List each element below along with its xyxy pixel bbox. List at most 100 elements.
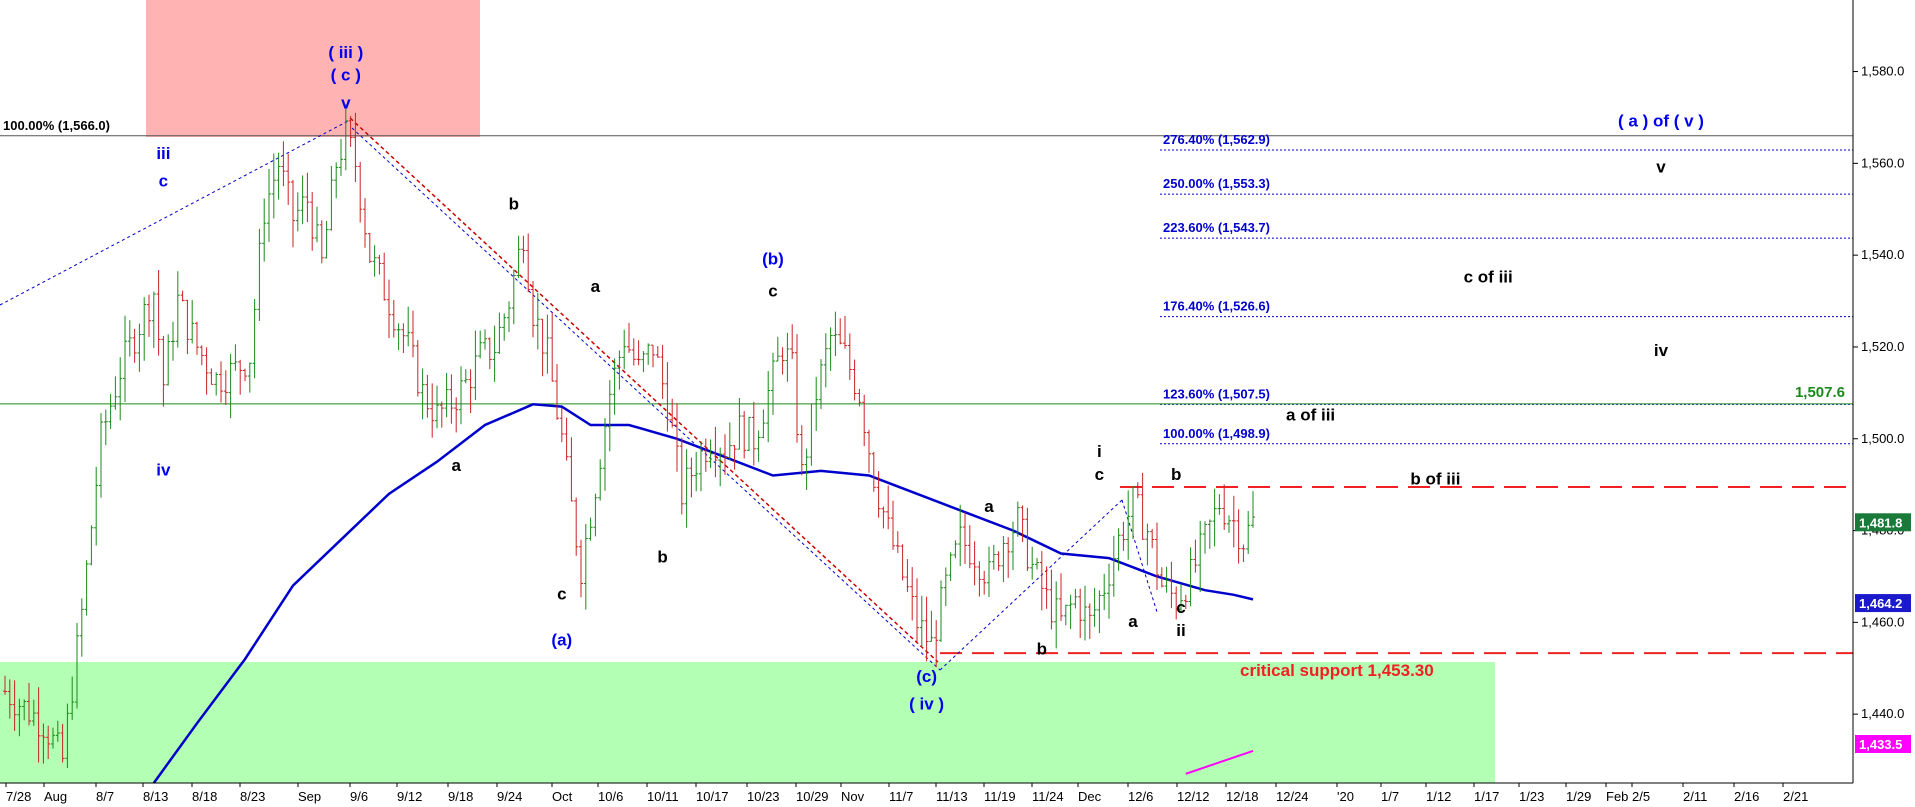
- wave-label: a: [1128, 612, 1138, 631]
- fib-level-label: 276.40% (1,562.9): [1163, 132, 1270, 147]
- fib-level-label: 223.60% (1,543.7): [1163, 220, 1270, 235]
- x-tick-label: 9/24: [497, 789, 522, 804]
- x-tick-label: Nov: [841, 789, 865, 804]
- wave-label: ( a ) of ( v ): [1618, 112, 1704, 131]
- wave-label: b of iii: [1410, 470, 1460, 489]
- x-tick-label: 8/7: [96, 789, 114, 804]
- red-dashed-trendline: [349, 117, 939, 663]
- fib-level-label: 100.00% (1,498.9): [1163, 426, 1270, 441]
- x-tick-label: 10/29: [796, 789, 829, 804]
- x-tick-label: 10/17: [696, 789, 729, 804]
- price-tag-label: 1,464.2: [1859, 596, 1902, 611]
- x-tick-label: Feb: [1606, 789, 1628, 804]
- wave-label: ( iii ): [328, 43, 363, 62]
- x-tick-label: 10/11: [647, 789, 679, 804]
- x-tick-label: 11/19: [984, 789, 1016, 804]
- wave-label: b: [657, 548, 667, 567]
- x-tick-label: 10/6: [598, 789, 623, 804]
- x-tick-label: 12/6: [1128, 789, 1153, 804]
- wave-label: b: [1171, 465, 1181, 484]
- wave-label: (c): [916, 667, 937, 686]
- wave-label: b: [1037, 639, 1047, 658]
- wave-label: (b): [762, 249, 784, 268]
- wave-label: v: [1656, 158, 1666, 177]
- wave-label: ii: [1176, 621, 1185, 640]
- green-support-zone: [0, 662, 1495, 783]
- x-tick-label: 2/11: [1683, 789, 1707, 804]
- wave-label: c: [159, 171, 168, 190]
- y-tick-label: 1,580.0: [1861, 64, 1904, 79]
- x-tick-label: 12/18: [1226, 789, 1259, 804]
- x-tick-label: 10/23: [747, 789, 780, 804]
- price-tag-label: 1,481.8: [1859, 515, 1902, 530]
- wave-label: ( iv ): [909, 695, 944, 714]
- y-tick-label: 1,560.0: [1861, 155, 1904, 170]
- wave-label: b: [509, 194, 519, 213]
- price-tags: 1,481.8 1,464.2 1,433.5: [1855, 513, 1911, 753]
- x-tick-label: 11/13: [936, 789, 968, 804]
- y-tick-label: 1,500.0: [1861, 431, 1904, 446]
- x-tick-label: 9/12: [397, 789, 422, 804]
- wave-label: a: [591, 277, 601, 296]
- x-tick-label: 1/29: [1566, 789, 1591, 804]
- x-tick-label: 8/18: [192, 789, 217, 804]
- price-tag-label: 1,433.5: [1859, 737, 1902, 752]
- wave-label: (a): [551, 630, 572, 649]
- x-tick-label: 8/23: [240, 789, 265, 804]
- x-tick-label: 11/24: [1032, 789, 1064, 804]
- wave-label: iv: [1654, 341, 1669, 360]
- magenta-indicator-line: [1185, 749, 1254, 775]
- fib-level-label: 176.40% (1,526.6): [1163, 299, 1270, 314]
- wave-label: a: [984, 497, 994, 516]
- x-tick-label: 12/24: [1276, 789, 1309, 804]
- x-tick-label: Aug: [44, 789, 67, 804]
- price-tag-box: [1855, 513, 1911, 532]
- x-tick-label: 2/21: [1783, 789, 1808, 804]
- wave-label: ( c ): [331, 66, 361, 85]
- wave-label: c: [1176, 598, 1185, 617]
- wave-label: v: [341, 93, 351, 112]
- x-tick-label: Dec: [1078, 789, 1102, 804]
- blue-dashed-channel: [351, 127, 941, 671]
- x-tick-label: 1/7: [1381, 789, 1399, 804]
- x-tick-label: 12/12: [1177, 789, 1210, 804]
- x-tick-label: 8/13: [143, 789, 168, 804]
- top-level-label: 100.00% (1,566.0): [3, 118, 110, 133]
- y-tick-label: 1,540.0: [1861, 247, 1904, 262]
- critical-support-label: critical support 1,453.30: [1240, 661, 1434, 680]
- x-tick-label: 7/28: [6, 789, 31, 804]
- x-tick-label: '20: [1337, 789, 1354, 804]
- x-tick-label: 2/5: [1632, 789, 1650, 804]
- wave-label: a of iii: [1286, 405, 1335, 424]
- wave-label: iv: [156, 460, 171, 479]
- wave-label: c of iii: [1464, 268, 1513, 287]
- x-tick-label: 9/18: [448, 789, 473, 804]
- y-tick-label: 1,520.0: [1861, 339, 1904, 354]
- wave-label: i: [1097, 442, 1102, 461]
- wave-label: iii: [156, 144, 170, 163]
- price-tag-box: [1855, 594, 1911, 613]
- x-tick-label: Sep: [298, 789, 321, 804]
- wave-label: a: [451, 456, 461, 475]
- fib-level-label: 250.00% (1,553.3): [1163, 176, 1270, 191]
- x-tick-label: 9/6: [350, 789, 368, 804]
- price-tag-box: [1855, 734, 1911, 753]
- x-tick-label: 1/12: [1426, 789, 1451, 804]
- horizontal-levels: 100.00% (1,566.0) 276.40% (1,562.9) 250.00…: [0, 118, 1853, 680]
- x-tick-label: 1/23: [1519, 789, 1544, 804]
- wave-label: c: [768, 281, 777, 300]
- x-tick-label: 11/7: [889, 789, 913, 804]
- x-tick-label: 2/16: [1734, 789, 1759, 804]
- wave-label: c: [557, 584, 566, 603]
- y-tick-label: 1,440.0: [1861, 706, 1904, 721]
- red-target-zone: [146, 0, 480, 137]
- fib-level-label: 123.60% (1,507.5): [1163, 386, 1270, 401]
- y-tick-label: 1,460.0: [1861, 614, 1904, 629]
- price-bars: [3, 104, 1255, 768]
- green-level-label: 1,507.6: [1795, 384, 1845, 401]
- x-tick-label: 1/17: [1474, 789, 1499, 804]
- wave-label: c: [1095, 465, 1104, 484]
